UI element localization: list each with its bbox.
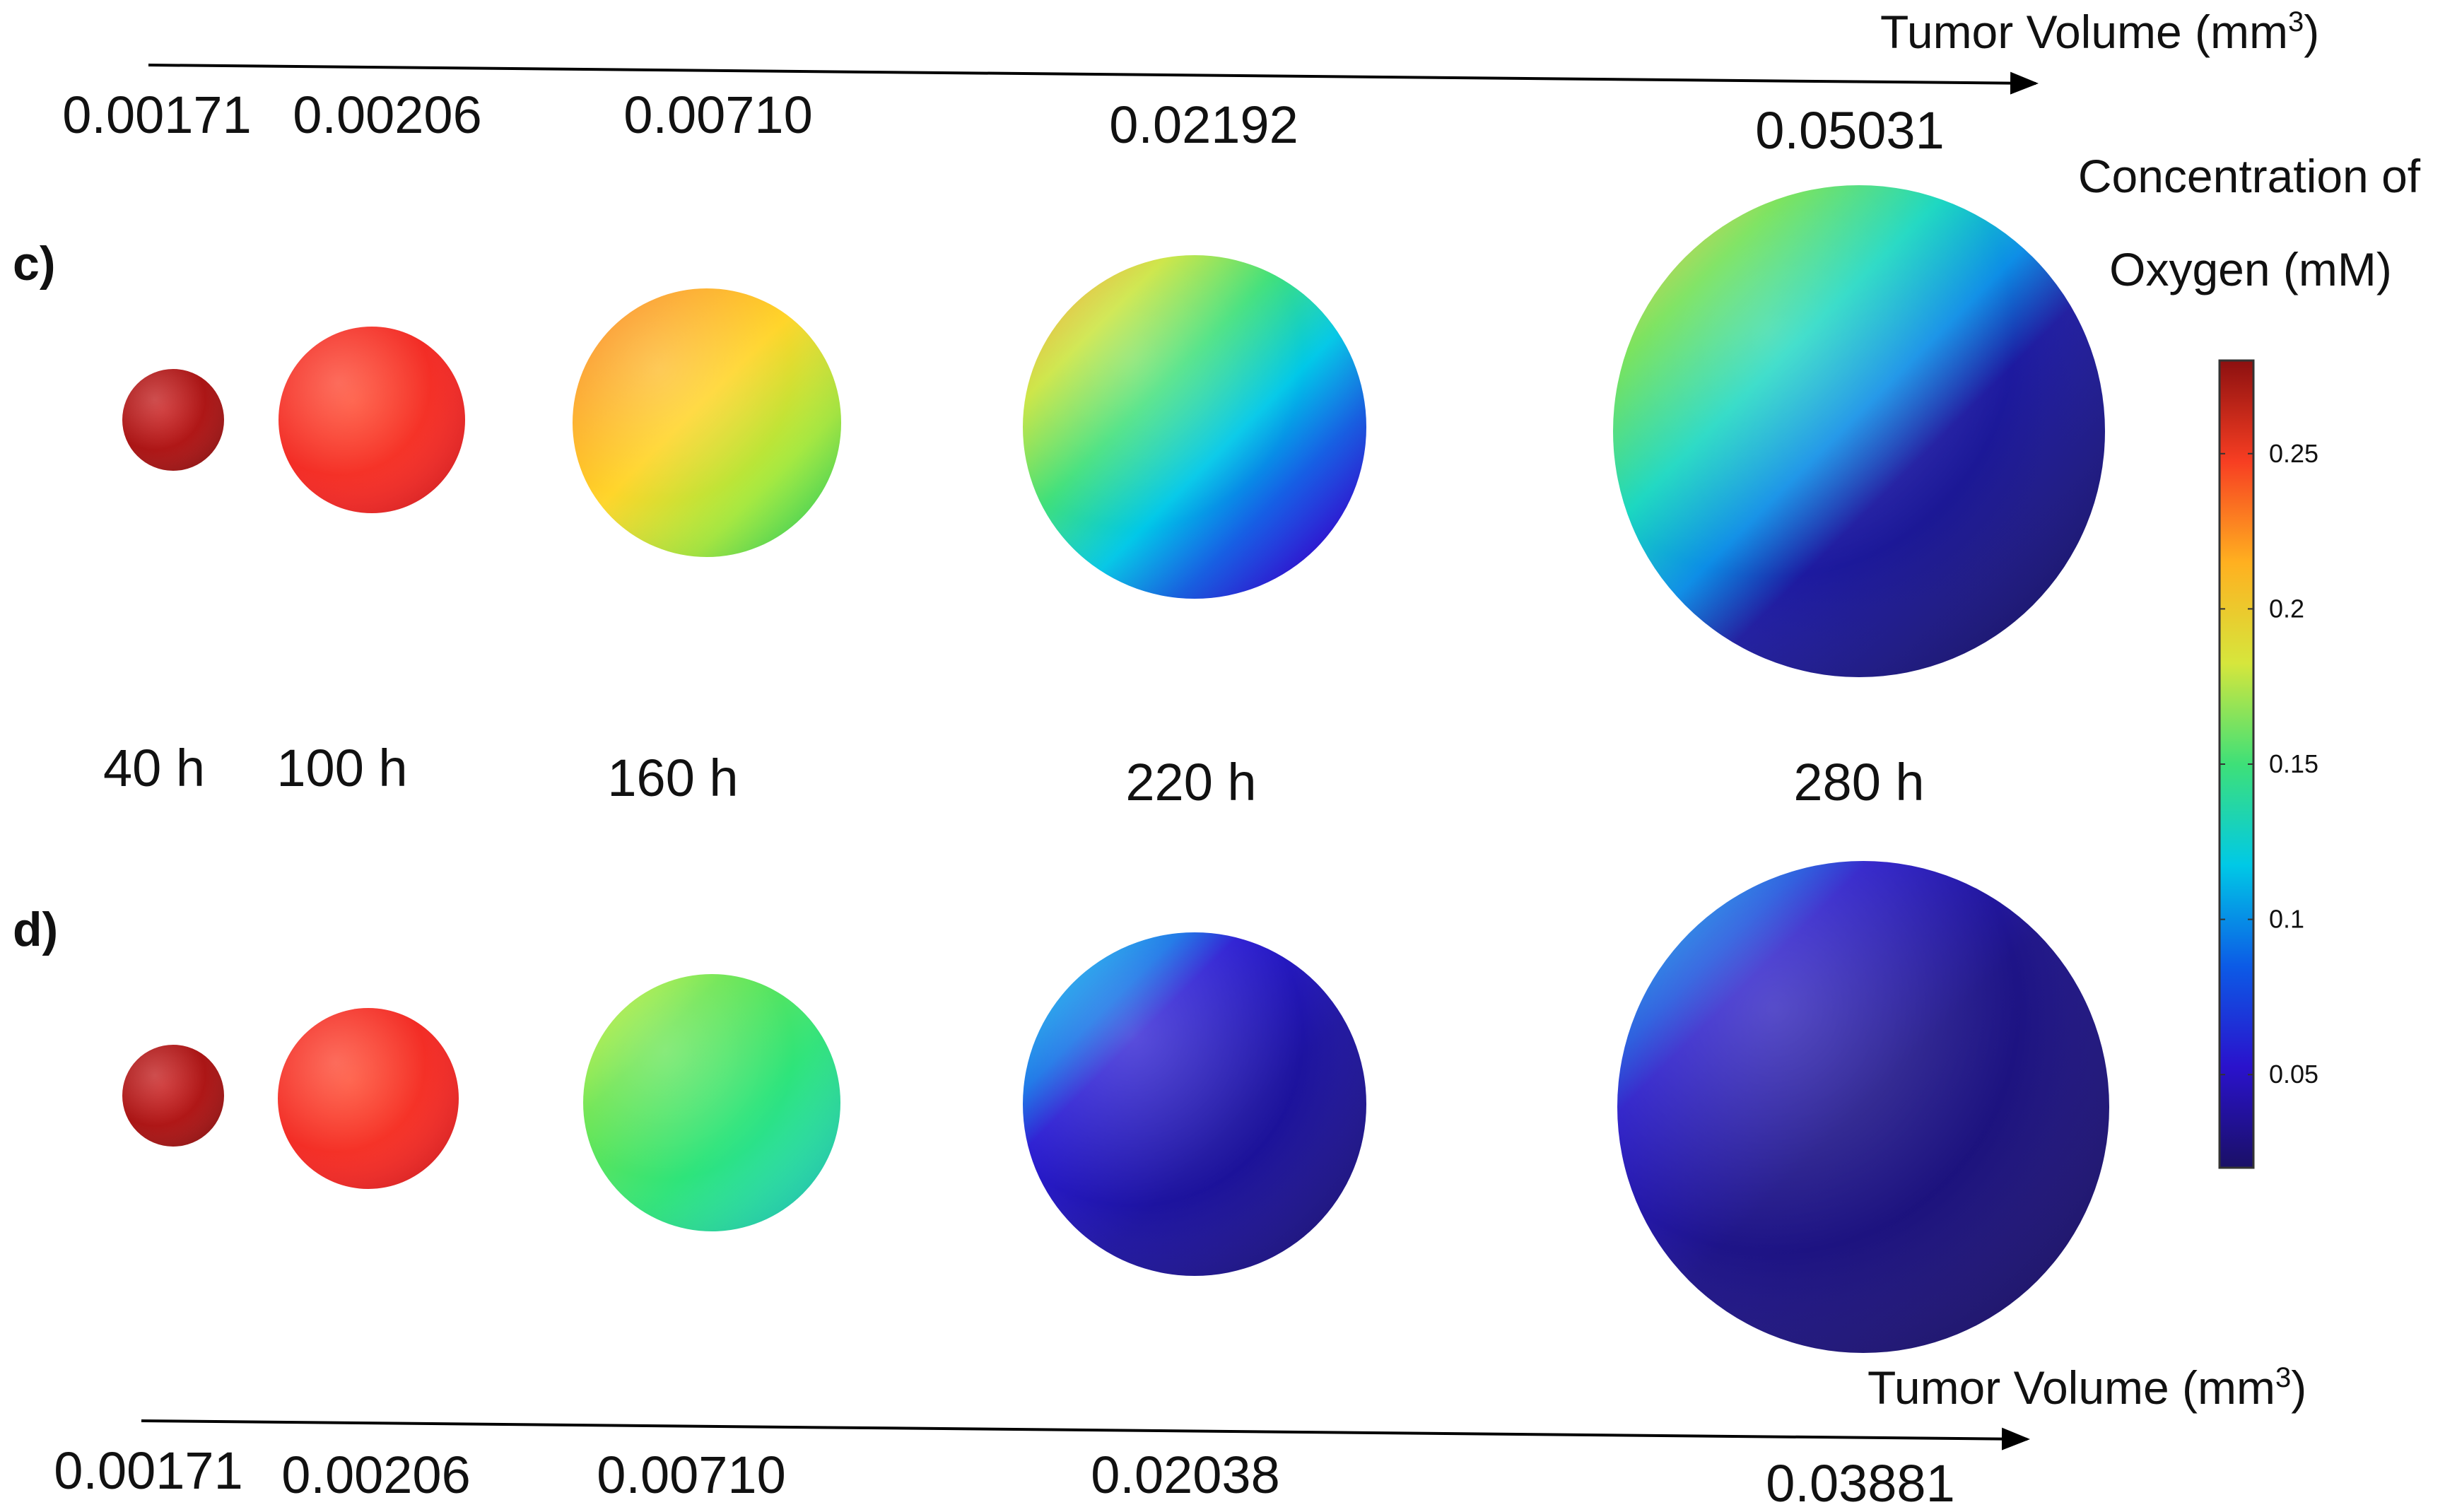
panel-label-c: c) bbox=[13, 237, 55, 291]
bottom-volume-label: 0.00710 bbox=[597, 1446, 786, 1504]
bottom-volume-label: 0.02038 bbox=[1091, 1446, 1280, 1504]
colorbar-tick-label: 0.2 bbox=[2269, 594, 2304, 623]
top-volume-label: 0.00710 bbox=[623, 86, 813, 144]
colorbar-tick-label: 0.25 bbox=[2269, 439, 2318, 468]
colorbar-tick-label: 0.1 bbox=[2269, 905, 2304, 934]
bottom-volume-label: 0.00171 bbox=[54, 1441, 243, 1500]
top-volume-labels: 0.00171 0.00206 0.00710 0.02192 0.05031 bbox=[62, 86, 1945, 160]
top-axis-arrow bbox=[148, 64, 2039, 95]
sphere-shading bbox=[122, 1045, 224, 1147]
bottom-volume-label: 0.00206 bbox=[281, 1446, 471, 1504]
time-label: 220 h bbox=[1125, 753, 1256, 811]
sphere-shading bbox=[1023, 932, 1366, 1276]
top-volume-label: 0.05031 bbox=[1755, 101, 1945, 160]
colorbar-title-line2: Oxygen (mM) bbox=[2109, 243, 2392, 295]
sphere-shading bbox=[278, 1008, 459, 1189]
colorbar-title-line1: Concentration of bbox=[2078, 150, 2421, 202]
time-labels: 40 h 100 h 160 h 220 h 280 h bbox=[103, 739, 1925, 811]
top-volume-axis: Tumor Volume (mm3) bbox=[148, 6, 2319, 95]
bottom-axis-title: Tumor Volume (mm3) bbox=[1868, 1361, 2306, 1414]
top-volume-label: 0.00171 bbox=[62, 86, 252, 144]
time-label: 100 h bbox=[276, 739, 407, 797]
panel-label-d: d) bbox=[13, 903, 58, 956]
panel-d-spheres bbox=[122, 861, 2109, 1353]
sphere-shading bbox=[1023, 255, 1366, 599]
sphere-shading bbox=[573, 288, 841, 557]
top-volume-label: 0.00206 bbox=[293, 86, 482, 144]
colorbar: Concentration of Oxygen (mM) 0.25 0.2 0.15… bbox=[2078, 150, 2421, 1169]
bottom-volume-axis: Tumor Volume (mm3) bbox=[141, 1361, 2306, 1451]
sphere-shading bbox=[1613, 185, 2105, 677]
time-label: 280 h bbox=[1793, 753, 1924, 811]
bottom-axis-arrow bbox=[141, 1419, 2030, 1451]
top-axis-title: Tumor Volume (mm3) bbox=[1880, 6, 2319, 58]
colorbar-ticks: 0.25 0.2 0.15 0.1 0.05 bbox=[2220, 439, 2318, 1089]
sphere-shading bbox=[583, 974, 840, 1231]
top-volume-label: 0.02192 bbox=[1109, 95, 1298, 154]
time-label: 40 h bbox=[103, 739, 205, 797]
sphere-shading bbox=[122, 369, 224, 471]
panel-c-spheres bbox=[122, 185, 2105, 677]
sphere-shading bbox=[1617, 861, 2109, 1353]
colorbar-tick-label: 0.05 bbox=[2269, 1060, 2318, 1089]
time-label: 160 h bbox=[607, 749, 738, 807]
bottom-volume-labels: 0.00171 0.00206 0.00710 0.02038 0.03881 bbox=[54, 1441, 1955, 1512]
bottom-volume-label: 0.03881 bbox=[1766, 1454, 1955, 1512]
colorbar-tick-label: 0.15 bbox=[2269, 749, 2318, 778]
sphere-shading bbox=[278, 327, 465, 513]
